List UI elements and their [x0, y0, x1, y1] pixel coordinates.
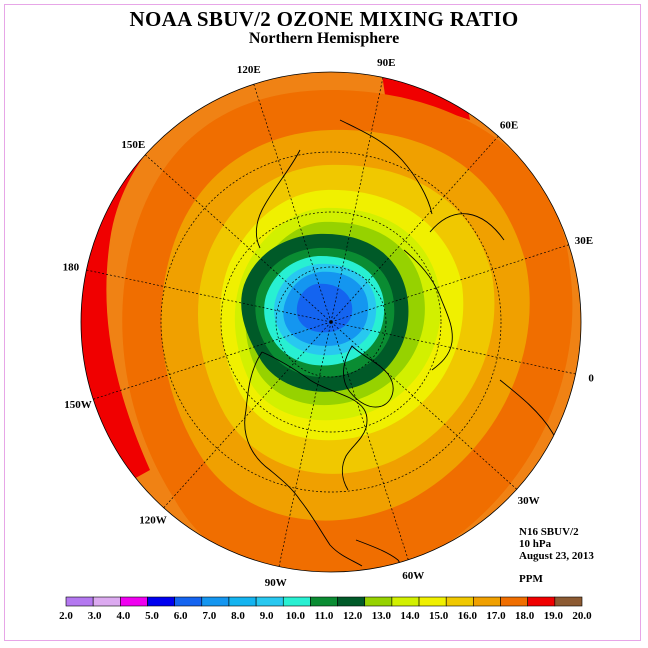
coastline-south-america — [355, 539, 403, 572]
units-label: PPM — [519, 573, 543, 585]
contour-6-7 — [296, 283, 353, 333]
instrument-label: N16 SBUV/2 — [519, 526, 579, 538]
longitude-label: 30E — [575, 235, 593, 247]
meridian-line — [330, 321, 576, 375]
colorbar-tick-label: 17.0 — [486, 610, 506, 622]
meridian-line — [144, 154, 332, 323]
colorbar-cell — [65, 596, 94, 607]
meridian-line — [253, 84, 332, 323]
latitude-circle — [220, 211, 442, 433]
colorbar-tick-label: 19.0 — [544, 610, 564, 622]
colorbar-cell — [337, 596, 366, 607]
coastline-north-america — [244, 351, 368, 567]
meridian-line — [86, 269, 332, 323]
colorbar-cell — [418, 596, 447, 607]
colorbar-tick-label: 14.0 — [400, 610, 420, 622]
coastlines — [244, 119, 571, 572]
colorbar-cell — [120, 596, 148, 607]
colorbar-tick-label: 7.0 — [202, 610, 216, 622]
colorbar-cell — [527, 596, 556, 607]
colorbar-tick-label: 4.0 — [116, 610, 130, 622]
longitude-labels: 90E 60E 30E 0 30W 60W 90W 120W 150W 180 150E 120E — [63, 57, 595, 589]
meridian-line — [330, 321, 409, 560]
longitude-label: 0 — [588, 372, 594, 384]
colorbar-cells — [65, 596, 583, 607]
meridian-line — [93, 321, 332, 400]
colorbar-cell — [310, 596, 338, 607]
longitude-label: 150W — [64, 399, 92, 411]
colorbar-cell — [92, 596, 121, 607]
colorbar-tick-label: 18.0 — [515, 610, 535, 622]
colorbar-cell — [201, 596, 230, 607]
colorbar-tick-label: 6.0 — [174, 610, 188, 622]
colorbar-cell — [282, 596, 311, 607]
figure-frame — [4, 4, 641, 641]
level-label: 10 hPa — [519, 538, 552, 550]
colorbar-tick-label: 11.0 — [315, 610, 334, 622]
colorbar-cell — [147, 596, 175, 607]
colorbar-tick-label: 5.0 — [145, 610, 159, 622]
meridian-line — [163, 321, 332, 509]
colorbar-tick-label: 20.0 — [572, 610, 592, 622]
map-title: NOAA SBUV/2 OZONE MIXING RATIO — [129, 7, 519, 31]
meridian-line — [330, 244, 569, 323]
longitude-label: 60W — [402, 570, 424, 582]
longitude-label: 90W — [265, 577, 287, 589]
meridian-line — [278, 321, 332, 567]
colorbar-cell — [391, 596, 420, 607]
meridian-line — [330, 135, 499, 323]
date-label: August 23, 2013 — [519, 550, 594, 562]
colorbar-tick-label: 10.0 — [286, 610, 306, 622]
latitude-circle — [160, 151, 502, 493]
colorbar-cell — [445, 596, 474, 607]
colorbar-tick-label: 8.0 — [231, 610, 245, 622]
longitude-label: 120E — [237, 64, 261, 76]
colorbar-cell — [228, 596, 257, 607]
colorbar-cell — [473, 596, 501, 607]
longitude-label: 30W — [518, 495, 540, 507]
colorbar-tick-label: 13.0 — [372, 610, 392, 622]
longitude-label: 60E — [500, 119, 518, 131]
colorbar-cell — [500, 596, 528, 607]
map-subtitle: Northern Hemisphere — [248, 30, 400, 47]
colorbar-tick-label: 2.0 — [59, 610, 73, 622]
colorbar-tick-label: 9.0 — [260, 610, 274, 622]
colorbar-cell — [255, 596, 284, 607]
colorbar-tick-label: 12.0 — [343, 610, 363, 622]
colorbar-ticks: 2.0 3.0 4.0 5.0 6.0 7.0 8.0 9.0 10.0 11.0 12.0 13.0… — [59, 610, 592, 622]
longitude-label: 120W — [139, 515, 167, 527]
longitude-label: 180 — [63, 262, 80, 274]
longitude-label: 150E — [121, 139, 145, 151]
latitude-circle — [275, 266, 387, 378]
colorbar-tick-label: 15.0 — [429, 610, 449, 622]
coastline-europe-asia — [255, 119, 505, 371]
coastline-greenland — [343, 345, 394, 408]
colorbar-cell — [174, 596, 203, 607]
info-block: N16 SBUV/2 10 hPa August 23, 2013 PPM — [519, 526, 594, 585]
meridian-line — [330, 321, 518, 490]
colorbar-cell — [364, 596, 393, 607]
ozone-field — [81, 72, 581, 572]
map-boundary — [80, 71, 582, 573]
meridians — [86, 77, 576, 567]
colorbar-tick-label: 16.0 — [458, 610, 478, 622]
colorbar-tick-label: 3.0 — [88, 610, 102, 622]
meridian-line — [330, 77, 384, 323]
graticule — [86, 77, 576, 567]
colorbar-cell — [554, 596, 583, 607]
longitude-label: 90E — [377, 57, 395, 69]
